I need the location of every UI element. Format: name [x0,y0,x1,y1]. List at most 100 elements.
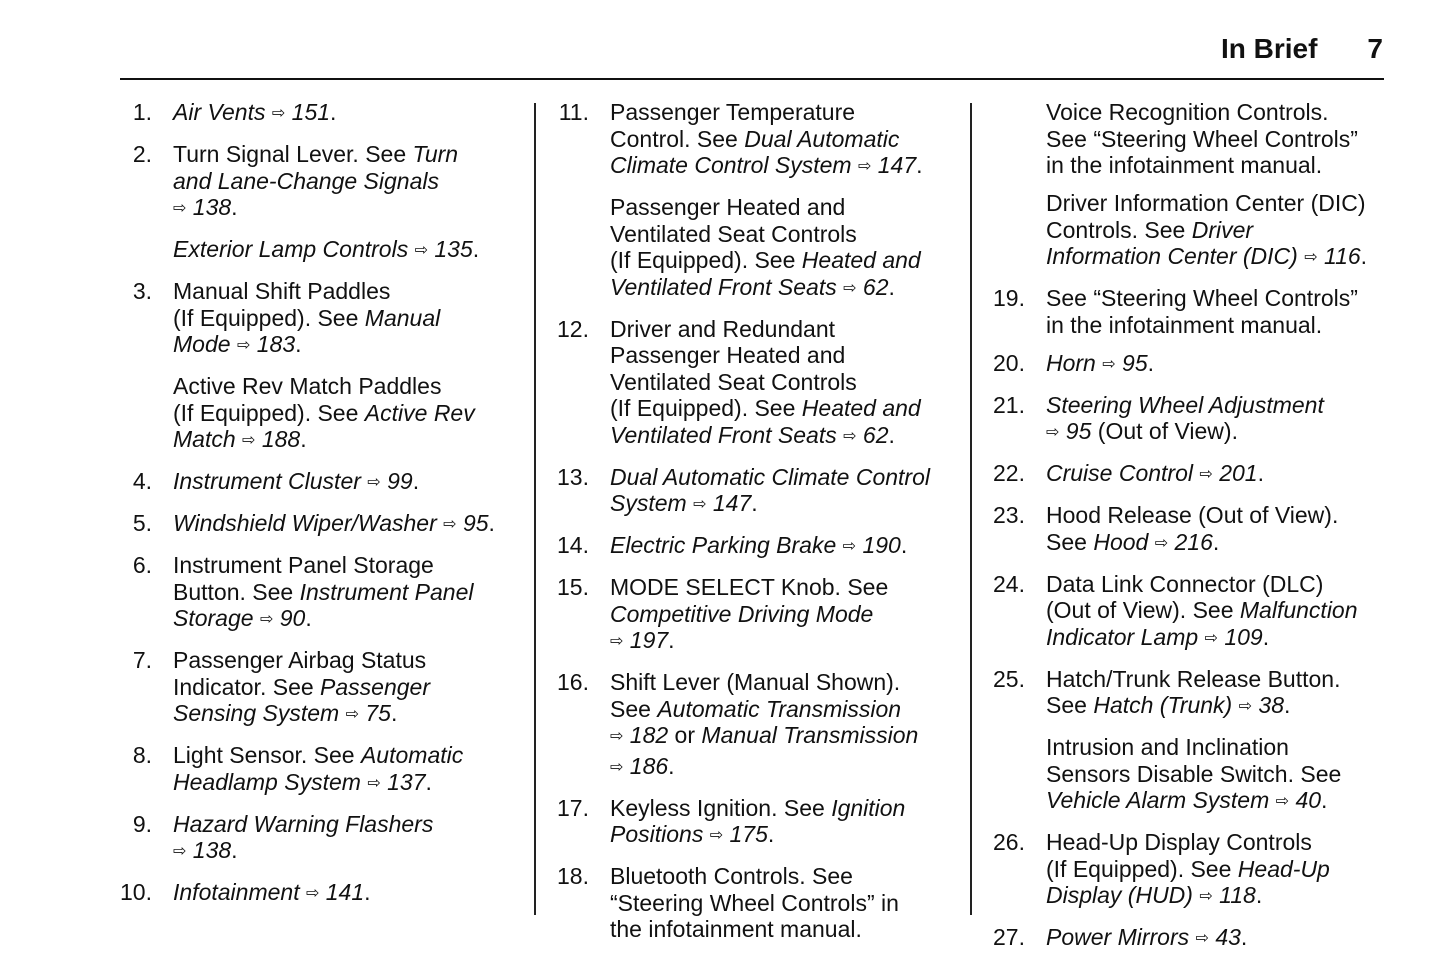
column-2: 11. Passenger Temperature Control. See Dua… [557,99,930,954]
item-text: Light Sensor. See [173,742,361,768]
item-text: Driver and Redundant [610,315,836,342]
item-line: Vehicle Alarm System ⇨ 40. [1046,787,1367,818]
page-reference: 109 [1224,623,1263,650]
legend-item: 10. Infotainment ⇨ 141. [120,879,495,910]
item-number: 18. [557,863,589,889]
item-number: 3. [132,278,152,304]
legend-item: 6. Instrument Panel Storage Button. See In… [133,552,495,636]
reference-title: Hatch (Trunk) [1093,692,1239,718]
arrow-right-outline-icon: ⇨ [693,496,707,513]
reference-title: Hood [1093,528,1155,555]
legend-item: Passenger Heated and Ventilated Seat Cont… [610,194,930,304]
item-line: Ventilated Front Seats ⇨ 62. [610,274,930,305]
legend-item: 20. Horn ⇨ 95. [993,350,1367,381]
page-reference: 62 [862,273,889,300]
arrow-right-outline-icon: ⇨ [610,728,624,745]
reference-title: Instrument Panel [299,578,474,605]
reference-title: Manual [364,304,441,331]
item-text: Button. See [173,578,300,605]
arrow-right-outline-icon: ⇨ [843,427,857,445]
item-text: in the infotainment manual. [1046,152,1323,178]
item-number: 27. [993,924,1025,950]
legend-item: Intrusion and Inclination Sensors Disable… [1046,734,1367,818]
item-text: Data Link Connector (DLC) [1046,570,1324,597]
arrow-right-outline-icon: ⇨ [242,432,256,449]
reference-title: Ignition [831,794,906,821]
item-text: See [1046,692,1094,718]
item-text: . [1360,243,1368,269]
item-line: See Hatch (Trunk) ⇨ 38. [1046,692,1367,723]
item-line: Air Vents ⇨ 151. [173,99,495,130]
item-text: . [300,426,307,452]
item-line: Exterior Lamp Controls ⇨ 135. [173,236,495,267]
reference-title: Ventilated Front Seats [610,273,844,300]
item-text: Voice Recognition Controls. [1046,99,1329,125]
page-reference: 135 [434,236,473,262]
reference-title: Active Rev [364,399,475,426]
item-line: Mode ⇨ 183. [173,331,495,362]
legend-item: 7. Passenger Airbag Status Indicator. See … [133,647,495,731]
arrow-right-outline-icon: ⇨ [843,279,857,297]
item-line: Passenger Temperature [610,99,930,126]
item-number: 21. [993,391,1025,418]
item-text: (If Equipped). See [610,395,802,421]
legend-item: 13. Dual Automatic Climate Control System … [557,464,930,521]
item-text: Hatch/Trunk Release Button. [1046,665,1341,692]
arrow-right-outline-icon: ⇨ [1304,249,1318,266]
item-text: Intrusion and Inclination [1046,734,1289,760]
item-text: . [916,152,923,178]
item-text: (If Equipped). See [610,247,802,273]
item-text: Ventilated Seat Controls [610,220,857,247]
item-text: See “Steering Wheel Controls” [1046,285,1358,311]
legend-item: 18. Bluetooth Controls. See “Steering Whee… [557,863,930,943]
header-rule [120,78,1384,80]
item-text: . [1255,882,1263,908]
item-line: Intrusion and Inclination [1046,734,1367,761]
item-number: 9. [132,810,152,837]
item-text: Controls. See [1046,216,1192,243]
arrow-right-outline-icon: ⇨ [236,337,251,354]
item-text: . [390,700,398,726]
arrow-right-outline-icon: ⇨ [1275,793,1290,810]
item-line: Data Link Connector (DLC) [1046,571,1367,598]
item-line: Indicator. See Passenger [173,674,495,701]
page-reference: 197 [629,627,669,653]
item-line: Controls. See Driver [1046,217,1367,244]
item-line: Head-Up Display Controls [1046,829,1367,856]
reference-title: Climate Control System [610,152,858,178]
item-text: Sensors Disable Switch. See [1046,760,1342,787]
item-number: 22. [993,460,1025,486]
item-text: the infotainment manual. [610,916,862,942]
item-text: . [472,236,480,262]
item-line: Hatch/Trunk Release Button. [1046,666,1367,693]
item-line: Manual Shift Paddles [173,278,495,305]
item-line: Information Center (DIC) ⇨ 116. [1046,243,1367,274]
reference-title: Vehicle Alarm System [1046,787,1276,813]
item-text: . [488,510,495,536]
reference-title: Ventilated Front Seats [610,421,844,448]
arrow-right-outline-icon: ⇨ [414,242,428,259]
item-line: Ventilated Seat Controls [610,221,930,248]
arrow-right-outline-icon: ⇨ [259,611,274,628]
item-text: Bluetooth Controls. See [610,863,853,889]
item-text: Passenger Temperature [610,99,856,125]
item-line: MODE SELECT Knob. See [610,574,930,601]
item-line: Horn ⇨ 95. [1046,350,1367,381]
legend-item: 25. Hatch/Trunk Release Button. See Hatch … [993,666,1367,723]
item-text: . [888,273,895,300]
legend-item: 11. Passenger Temperature Control. See Dua… [559,99,930,183]
item-line: Headlamp System ⇨ 137. [173,769,495,800]
item-line: (Out of View). See Malfunction [1046,597,1367,624]
item-line: Bluetooth Controls. See [610,863,930,890]
legend-item: Exterior Lamp Controls ⇨ 135. [173,236,495,267]
legend-item: 22. Cruise Control ⇨ 201. [993,460,1367,491]
reference-title: and Lane-Change Signals [173,167,439,194]
page-reference: 95 [462,510,489,536]
reference-title: Air Vents [173,99,272,125]
reference-title: Cruise Control [1046,460,1200,486]
page-reference: 216 [1174,528,1213,555]
arrow-right-outline-icon: ⇨ [857,158,872,175]
reference-title: Automatic Transmission [657,695,902,722]
legend-item: 9. Hazard Warning Flashers ⇨ 138. [133,811,495,868]
legend-item: 2. Turn Signal Lever. See Turn and Lane-Ch… [133,141,495,225]
